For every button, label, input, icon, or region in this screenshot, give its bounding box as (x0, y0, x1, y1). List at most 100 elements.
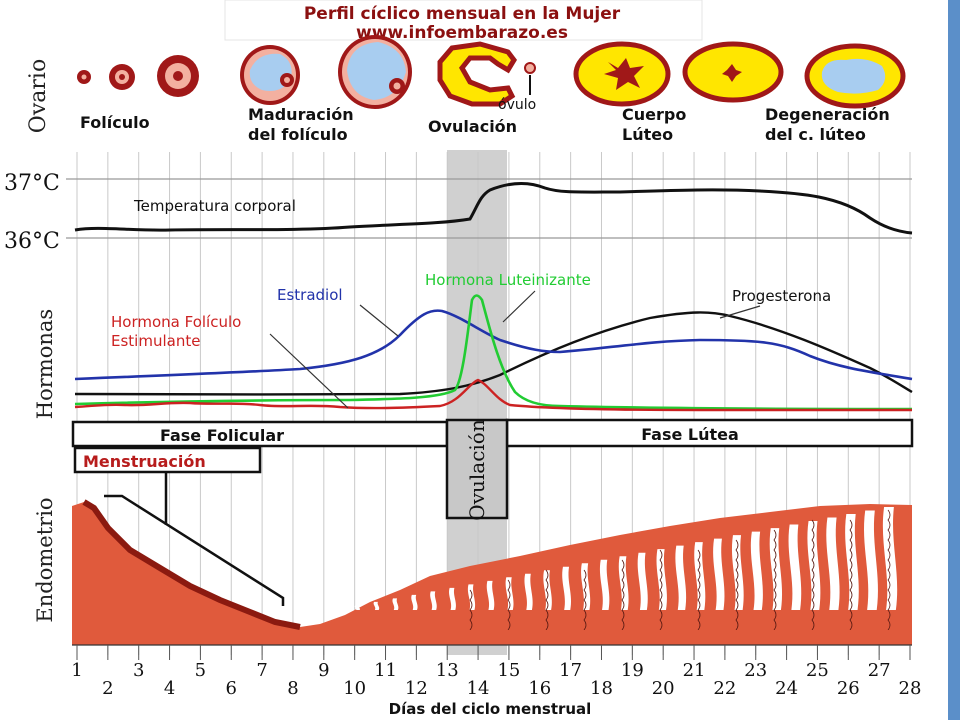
body-temperature-curve (74, 182, 913, 235)
endometrial-gland-13 (543, 570, 552, 610)
day-label-17: 17 (559, 660, 582, 681)
header-box (224, 0, 703, 41)
day-label-19: 19 (621, 660, 644, 681)
endometrial-gland-4 (373, 601, 380, 610)
day-axis-title: Días del ciclo menstrual (389, 700, 592, 718)
day-label-21: 21 (683, 660, 706, 681)
spiral-artery-42 (849, 519, 853, 631)
ovulation-phase-box (445, 418, 509, 520)
progesterone-pointer (719, 305, 761, 319)
corpus-luteum-label-1: Cuerpo (622, 105, 686, 124)
ovulation-stage-label: Ovulación (428, 117, 517, 136)
endometrial-gland-5 (392, 598, 399, 610)
estradiol-label: Estradiol (277, 286, 343, 304)
spiral-artery-43 (887, 509, 891, 631)
endometrial-gland-31 (882, 506, 898, 610)
day-label-10: 10 (343, 678, 366, 699)
fsh-curve (74, 378, 912, 412)
endometrial-gland-6 (411, 594, 418, 610)
endometrial-gland-25 (769, 528, 783, 610)
day-label-16: 16 (528, 678, 551, 699)
hormones-section-label: Hormonas (33, 309, 57, 419)
endometrial-gland-1 (316, 610, 322, 613)
maturation-label-1: Maduración (248, 105, 354, 124)
endometrium-section-label: Endometrio (33, 497, 57, 622)
temperature-37-label: 37°C (4, 171, 60, 196)
side-accent-bar (948, 0, 960, 720)
spiral-artery-41 (811, 519, 815, 631)
day-label-12: 12 (405, 678, 428, 699)
day-label-2: 2 (102, 678, 113, 699)
corpus-luteum-illustrations (573, 41, 784, 107)
website-label: www.infoembarazo.es (356, 23, 568, 43)
endometrial-gland-14 (562, 566, 572, 610)
menstruation-label: Menstruación (83, 452, 206, 471)
menstruation-pointer (104, 494, 285, 606)
endometrial-gland-2 (335, 608, 341, 610)
lh-pointer (502, 290, 536, 323)
spiral-artery-39 (735, 539, 739, 631)
progesterone-curve (74, 311, 913, 396)
day-label-14: 14 (467, 678, 490, 699)
fsh-pointer (269, 333, 349, 409)
endometrial-gland-26 (788, 524, 802, 610)
endometrial-gland-18 (637, 552, 648, 610)
day-label-18: 18 (590, 678, 613, 699)
corpus-luteum-label-2: Lúteo (622, 125, 673, 144)
endometrial-gland-29 (845, 513, 859, 610)
endometrial-gland-19 (656, 549, 667, 610)
progesterone-label: Progesterona (732, 287, 831, 305)
estradiol-curve (74, 309, 913, 381)
estradiol-pointer (359, 304, 399, 337)
endometrial-gland-16 (599, 559, 610, 610)
day-label-20: 20 (652, 678, 675, 699)
endometrial-gland-24 (750, 531, 763, 610)
degeneration-label-2: del c. lúteo (765, 125, 866, 144)
day-label-28: 28 (899, 678, 922, 699)
endometrial-gland-12 (524, 573, 533, 610)
fsh-label-1: Hormona Folículo (111, 313, 241, 331)
luteal-phase-label: Fase Lútea (641, 425, 739, 444)
day-label-3: 3 (133, 660, 144, 681)
spiral-artery-37 (659, 549, 663, 631)
day-label-25: 25 (806, 660, 829, 681)
ovary-section-label: Ovario (26, 59, 51, 133)
day-axis: 1234567891011121314151617181920212223242… (71, 645, 921, 699)
follicular-phase-label: Fase Folicular (160, 426, 284, 445)
ovulation-phase-label: Ovulación (465, 419, 489, 521)
spiral-artery-36 (621, 559, 625, 631)
day-label-4: 4 (164, 678, 175, 699)
endometrial-gland-3 (354, 605, 361, 610)
endometrial-gland-30 (864, 510, 878, 610)
lh-label: Hormona Luteinizante (425, 271, 591, 289)
menstruation-box (73, 446, 262, 474)
endometrial-gland-8 (449, 587, 456, 610)
day-label-23: 23 (744, 660, 767, 681)
diagram-title: Perfil cíclico mensual en la Mujer (304, 4, 621, 24)
spiral-artery-38 (697, 549, 701, 631)
day-label-26: 26 (837, 678, 860, 699)
day-label-8: 8 (287, 678, 298, 699)
spiral-artery-40 (773, 529, 777, 631)
follicle-stage-illustrations (77, 55, 199, 97)
endometrial-gland-28 (826, 517, 840, 610)
temperature-36-label: 36°C (4, 229, 60, 254)
day-label-27: 27 (868, 660, 891, 681)
endometrium-illustration (72, 499, 912, 646)
day-label-1: 1 (71, 660, 82, 681)
endometrial-gland-7 (430, 591, 437, 610)
day-label-11: 11 (374, 660, 397, 681)
endometrial-gland-10 (486, 580, 495, 610)
day-label-9: 9 (318, 660, 329, 681)
day-label-24: 24 (775, 678, 798, 699)
degenerating-corpus-illustration (804, 43, 906, 109)
day-label-5: 5 (195, 660, 206, 681)
endometrial-gland-20 (675, 545, 687, 610)
temperature-curve-label: Temperatura corporal (133, 197, 296, 215)
degeneration-label-1: Degeneración (765, 105, 890, 124)
day-label-22: 22 (713, 678, 736, 699)
ovum-label: óvulo (498, 97, 536, 113)
day-label-13: 13 (436, 660, 459, 681)
spiral-artery-34 (545, 569, 549, 631)
day-label-15: 15 (497, 660, 520, 681)
